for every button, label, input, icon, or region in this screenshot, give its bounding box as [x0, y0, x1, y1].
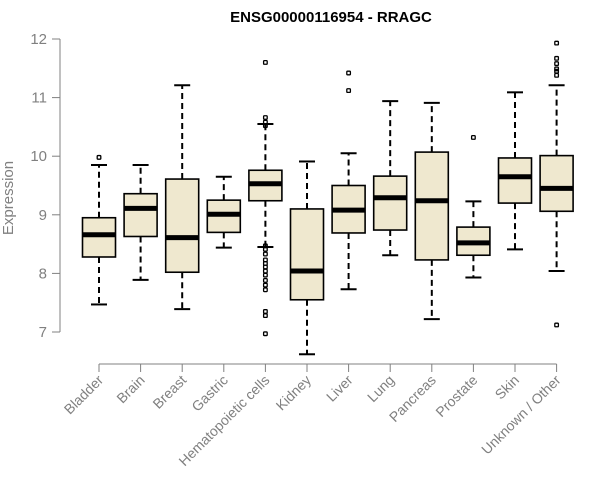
outlier-point: [470, 134, 476, 140]
outlier-point: [262, 282, 268, 288]
box-0: [81, 216, 117, 258]
box-11: [539, 154, 574, 213]
outlier-point: [554, 55, 560, 61]
outlier-point: [554, 61, 560, 67]
x-tick-label: Skin: [492, 372, 523, 403]
box-8: [414, 151, 450, 261]
outlier-point: [262, 268, 268, 274]
outlier-point: [262, 123, 268, 129]
outlier-point: [262, 313, 268, 319]
outlier-point: [554, 72, 560, 78]
outlier-point: [554, 40, 560, 46]
outlier-point: [554, 66, 560, 72]
y-tick-label: 9: [39, 207, 47, 224]
outlier-point: [262, 287, 268, 293]
chart-title: ENSG00000116954 - RRAGC: [230, 9, 432, 26]
outlier-point: [262, 115, 268, 120]
x-tick-label: Liver: [323, 372, 356, 405]
y-axis-label: Expression: [0, 161, 17, 235]
outlier-point: [262, 272, 268, 278]
x-tick-label: Lung: [364, 372, 397, 405]
y-tick-label: 8: [39, 265, 47, 282]
outlier-point: [554, 322, 560, 328]
x-tick-label: Breast: [149, 372, 189, 412]
y-tick-label: 12: [30, 31, 47, 48]
x-tick-label: Unknown / Other: [478, 372, 564, 458]
y-tick-label: 10: [30, 148, 47, 165]
box-2: [164, 178, 200, 274]
outlier-point: [262, 246, 268, 252]
outlier-point: [96, 154, 102, 160]
box-7: [372, 175, 408, 231]
box-5: [289, 208, 325, 301]
y-tick-label: 7: [39, 324, 47, 341]
outlier-point: [262, 331, 268, 337]
outlier-point: [262, 59, 268, 65]
outlier-point: [262, 309, 268, 314]
outlier-point: [346, 88, 352, 94]
box-10: [497, 157, 533, 204]
outlier-point: [262, 277, 268, 283]
x-tick-label: Prostate: [432, 372, 480, 420]
x-tick-label: Bladder: [61, 372, 107, 418]
outlier-point: [262, 251, 268, 257]
y-tick-label: 11: [31, 90, 47, 107]
box-1: [123, 192, 158, 238]
outlier-point: [262, 264, 268, 270]
x-tick-label: Kidney: [273, 372, 315, 414]
x-tick-label: Brain: [113, 372, 147, 406]
outlier-point: [346, 70, 352, 76]
